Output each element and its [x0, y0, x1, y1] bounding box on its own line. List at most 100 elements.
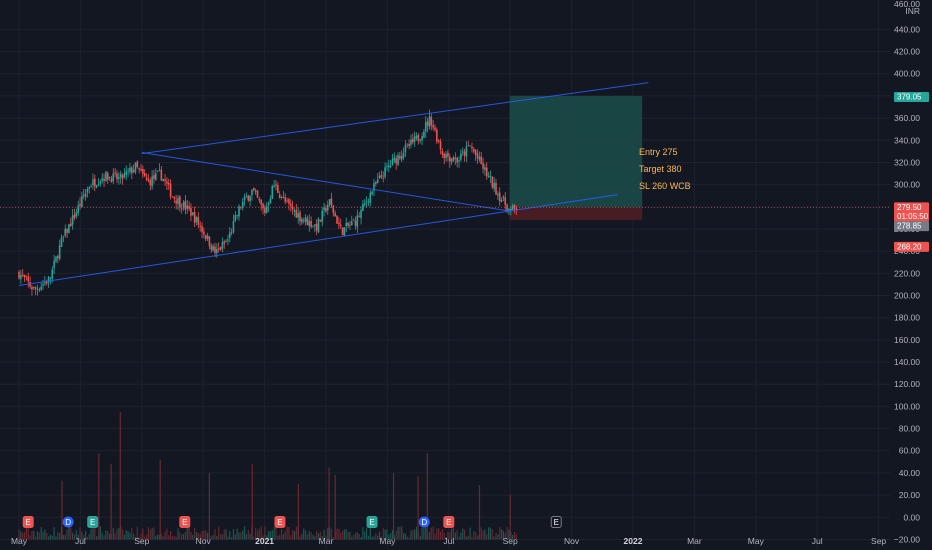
- candle-body: [312, 226, 314, 228]
- volume-bar: [168, 535, 170, 540]
- volume-bar: [415, 526, 418, 540]
- candle-body: [258, 198, 261, 201]
- volume-bar: [454, 532, 456, 540]
- volume-bar: [157, 534, 159, 540]
- trendline-upper-channel[interactable]: [141, 82, 649, 155]
- volume-bar: [402, 533, 405, 540]
- candle-body: [482, 162, 484, 169]
- volume-bar: [186, 526, 188, 540]
- candle-body: [417, 135, 420, 142]
- volume-peak-bar: [417, 476, 419, 540]
- price-tick-label: 440.00: [894, 24, 920, 34]
- trendline-descending-line[interactable]: [141, 151, 511, 212]
- candle-body: [201, 226, 203, 232]
- candle-body: [428, 116, 431, 127]
- volume-bar: [414, 529, 416, 540]
- volume-bar: [451, 528, 453, 540]
- time-tick-label: May: [748, 536, 765, 546]
- volume-bar: [127, 530, 129, 540]
- volume-bar: [388, 534, 390, 540]
- dividend-marker[interactable]: [418, 516, 430, 528]
- volume-bar: [92, 526, 94, 540]
- volume-bar: [153, 527, 155, 540]
- volume-bar: [144, 536, 146, 540]
- candle-body: [77, 205, 79, 214]
- time-axis[interactable]: May Jul Sep Nov 2021 Mar May Jul Sep Nov 2022 Mar Ma…: [11, 536, 886, 546]
- volume-bar: [240, 532, 242, 540]
- volume-bar: [123, 534, 125, 540]
- event-marker-label: E: [554, 518, 559, 527]
- candle-body: [132, 170, 135, 173]
- volume-bar: [290, 535, 292, 540]
- candle-body: [408, 144, 410, 147]
- volume-bar: [266, 535, 268, 540]
- volume-bar: [162, 536, 164, 540]
- candle-body: [44, 282, 46, 284]
- volume-bar: [351, 536, 353, 540]
- volume-bar: [184, 531, 186, 540]
- price-axis[interactable]: 440.00420.00400.00380.00360.00340.00320.…: [890, 0, 932, 550]
- candle-body: [400, 155, 403, 160]
- candle-body: [197, 217, 200, 225]
- candle-body: [474, 150, 477, 155]
- candle-body: [436, 129, 438, 142]
- earnings-marker[interactable]: [274, 516, 286, 528]
- volume-bar: [262, 535, 264, 540]
- volume-bar: [286, 526, 288, 540]
- earnings-marker[interactable]: [443, 516, 455, 528]
- candle-body: [230, 232, 233, 233]
- volume-bar: [345, 529, 347, 540]
- volume-bar: [332, 537, 334, 540]
- candle-body: [116, 173, 118, 180]
- volume-bar: [308, 531, 310, 540]
- volume-peak-bar: [159, 459, 161, 540]
- candle-body: [245, 196, 248, 198]
- earnings-marker[interactable]: [179, 516, 191, 528]
- candle-body: [75, 212, 78, 217]
- candle-body: [289, 203, 292, 206]
- candle-body: [500, 199, 503, 203]
- volume-bar: [42, 531, 44, 540]
- volume-bar: [38, 532, 40, 540]
- volume-bar: [484, 529, 486, 540]
- candle-body: [469, 145, 471, 147]
- earnings-marker[interactable]: [87, 516, 99, 528]
- volume-bar: [362, 527, 364, 540]
- candle-body: [273, 185, 275, 188]
- candle-body: [90, 186, 92, 188]
- candle-body: [114, 172, 116, 174]
- candle-body: [265, 206, 268, 213]
- candle-body: [232, 220, 235, 232]
- volume-bar: [277, 535, 279, 540]
- volume-bar: [279, 534, 281, 540]
- candle-body: [249, 195, 251, 202]
- price-tick-label: 340.00: [894, 135, 920, 145]
- volume-bar: [59, 533, 61, 540]
- candle-body: [386, 166, 388, 167]
- position-loss-zone[interactable]: [509, 207, 643, 221]
- candle-body: [203, 231, 205, 235]
- volume-bar: [380, 536, 382, 540]
- trendline-lower-channel[interactable]: [18, 194, 618, 287]
- volume-peak-bar: [61, 480, 63, 540]
- volume-bar: [136, 526, 138, 540]
- candle-body: [485, 167, 488, 177]
- volume-bar: [515, 534, 517, 540]
- candle-body: [310, 221, 312, 227]
- volume-bar: [96, 536, 98, 540]
- trendlines[interactable]: [18, 82, 649, 287]
- earnings-marker[interactable]: [22, 516, 34, 528]
- dividend-marker[interactable]: [62, 516, 74, 528]
- candle-body: [34, 287, 37, 289]
- candle-body: [508, 208, 510, 211]
- position-profit-zone[interactable]: [509, 95, 643, 208]
- earnings-marker[interactable]: [366, 516, 378, 528]
- volume-bar: [304, 530, 307, 540]
- candle-body: [452, 157, 455, 161]
- volume-bar: [64, 534, 66, 540]
- candle-body: [136, 161, 139, 168]
- long-position-tool[interactable]: [509, 95, 643, 221]
- earnings-marker[interactable]: [550, 516, 562, 528]
